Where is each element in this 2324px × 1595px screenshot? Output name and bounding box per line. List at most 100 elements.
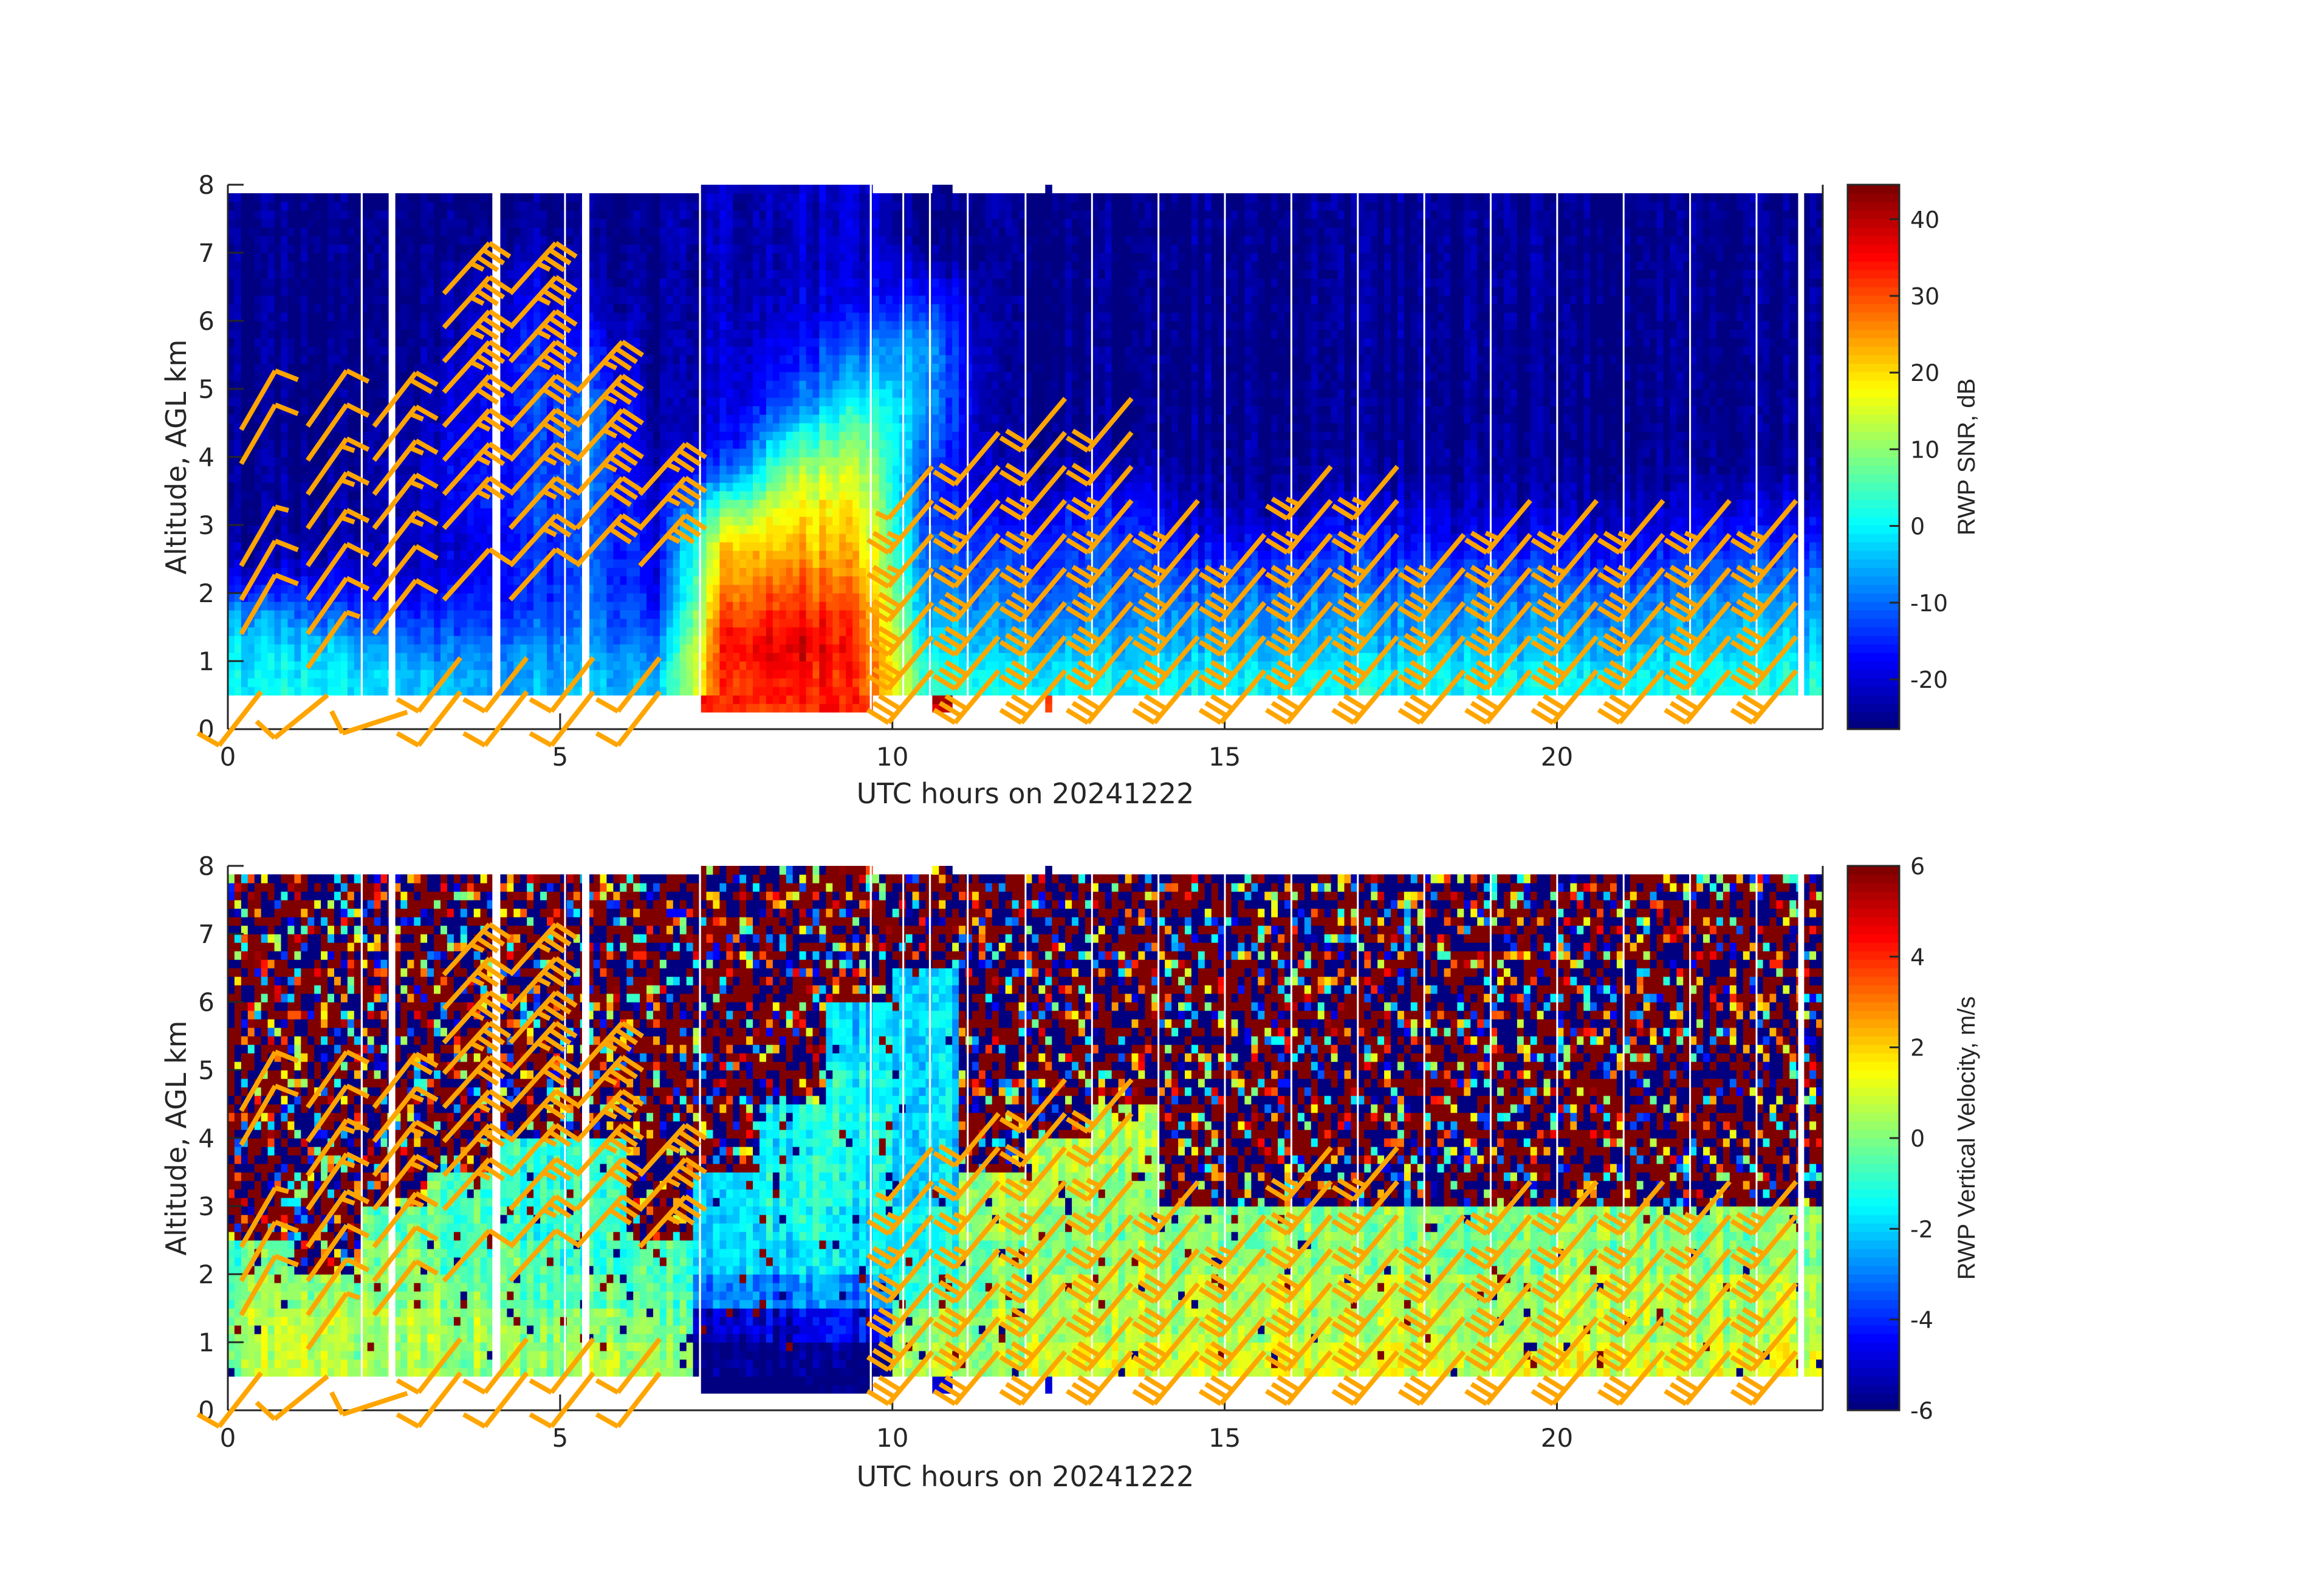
heatmap-cell <box>248 627 255 636</box>
heatmap-cell <box>334 355 341 364</box>
heatmap-cell <box>427 329 434 338</box>
heatmap-cell <box>507 687 514 696</box>
heatmap-cell <box>341 559 348 568</box>
heatmap-cell <box>447 261 454 270</box>
heatmap-cell <box>327 670 335 679</box>
heatmap-cell <box>554 678 561 687</box>
heatmap-cell <box>420 338 428 347</box>
heatmap-cell <box>287 321 295 330</box>
heatmap-cell <box>481 508 488 517</box>
heatmap-cell <box>307 227 315 236</box>
heatmap-cell <box>341 261 348 270</box>
heatmap-cell <box>594 278 601 287</box>
heatmap-cell <box>228 219 235 228</box>
heatmap-cell <box>434 661 441 670</box>
heatmap-cell <box>235 525 242 534</box>
heatmap-cell <box>287 397 295 406</box>
heatmap-cell <box>474 627 481 636</box>
heatmap-cell <box>407 346 414 355</box>
heatmap-cell <box>281 559 289 568</box>
heatmap-cell <box>520 202 527 211</box>
heatmap-cell <box>594 636 601 645</box>
heatmap-cell <box>341 236 348 245</box>
heatmap-cell <box>500 593 507 602</box>
heatmap-cell <box>255 355 262 364</box>
heatmap-cell <box>574 653 581 662</box>
heatmap-cell <box>287 551 295 560</box>
heatmap-cell <box>594 295 601 304</box>
heatmap-cell <box>540 670 547 679</box>
heatmap-cell <box>594 414 601 424</box>
heatmap-cell <box>248 516 255 526</box>
heatmap-cell <box>507 440 514 449</box>
heatmap-cell <box>381 380 388 389</box>
heatmap-cell <box>454 533 461 543</box>
heatmap-cell <box>341 355 348 364</box>
heatmap-cell <box>434 423 441 432</box>
heatmap-cell <box>301 202 308 211</box>
heatmap-cell <box>434 576 441 585</box>
heatmap-cell <box>454 210 461 219</box>
heatmap-cell <box>348 644 355 653</box>
heatmap-cell <box>294 270 301 279</box>
heatmap-cell <box>407 627 414 636</box>
heatmap-cell <box>301 372 308 381</box>
heatmap-cell <box>281 457 289 466</box>
heatmap-cell <box>334 295 341 304</box>
heatmap-cell <box>307 389 315 398</box>
heatmap-cell <box>374 202 382 211</box>
heatmap-cell <box>613 670 620 679</box>
heatmap-cell <box>314 372 321 381</box>
heatmap-cell <box>241 389 249 398</box>
heatmap-cell <box>235 431 242 441</box>
heatmap-cell <box>500 431 507 441</box>
heatmap-cell <box>414 193 421 202</box>
heatmap-cell <box>275 516 282 526</box>
heatmap-cell <box>407 236 414 245</box>
heatmap-cell <box>440 329 448 338</box>
heatmap-cell <box>248 661 255 670</box>
heatmap-cell <box>447 644 454 653</box>
heatmap-cell <box>467 636 475 645</box>
heatmap-cell <box>620 278 627 287</box>
heatmap-cell <box>613 261 620 270</box>
heatmap-cell <box>594 678 601 687</box>
heatmap-cell <box>381 287 388 296</box>
heatmap-cell <box>275 295 282 304</box>
heatmap-cell <box>368 355 375 364</box>
heatmap-cell <box>235 321 242 330</box>
heatmap-cell <box>507 244 514 253</box>
heatmap-cell <box>307 440 315 449</box>
heatmap-cell <box>626 551 634 560</box>
heatmap-cell <box>248 253 255 262</box>
heatmap-cell <box>235 346 242 355</box>
heatmap-cell <box>354 329 362 338</box>
heatmap-cell <box>294 338 301 347</box>
heatmap-cell <box>228 431 235 441</box>
heatmap-cell <box>294 533 301 543</box>
heatmap-cell <box>600 585 608 594</box>
heatmap-cell <box>620 312 627 321</box>
heatmap-cell <box>454 227 461 236</box>
heatmap-cell <box>554 193 561 202</box>
heatmap-cell <box>381 321 388 330</box>
heatmap-cell <box>348 219 355 228</box>
heatmap-cell <box>281 423 289 432</box>
heatmap-cell <box>427 610 434 619</box>
heatmap-cell <box>307 644 315 653</box>
heatmap-cell <box>301 219 308 228</box>
heatmap-cell <box>420 363 428 372</box>
heatmap-cell <box>527 610 534 619</box>
heatmap-cell <box>281 636 289 645</box>
heatmap-cell <box>407 602 414 611</box>
heatmap-cell <box>321 346 328 355</box>
heatmap-cell <box>255 244 262 253</box>
heatmap-cell <box>287 627 295 636</box>
heatmap-cell <box>420 499 428 509</box>
heatmap-cell <box>294 423 301 432</box>
heatmap-cell <box>474 474 481 483</box>
heatmap-cell <box>341 670 348 679</box>
heatmap-cell <box>606 338 614 347</box>
heatmap-cell <box>255 670 262 679</box>
heatmap-cell <box>620 321 627 330</box>
